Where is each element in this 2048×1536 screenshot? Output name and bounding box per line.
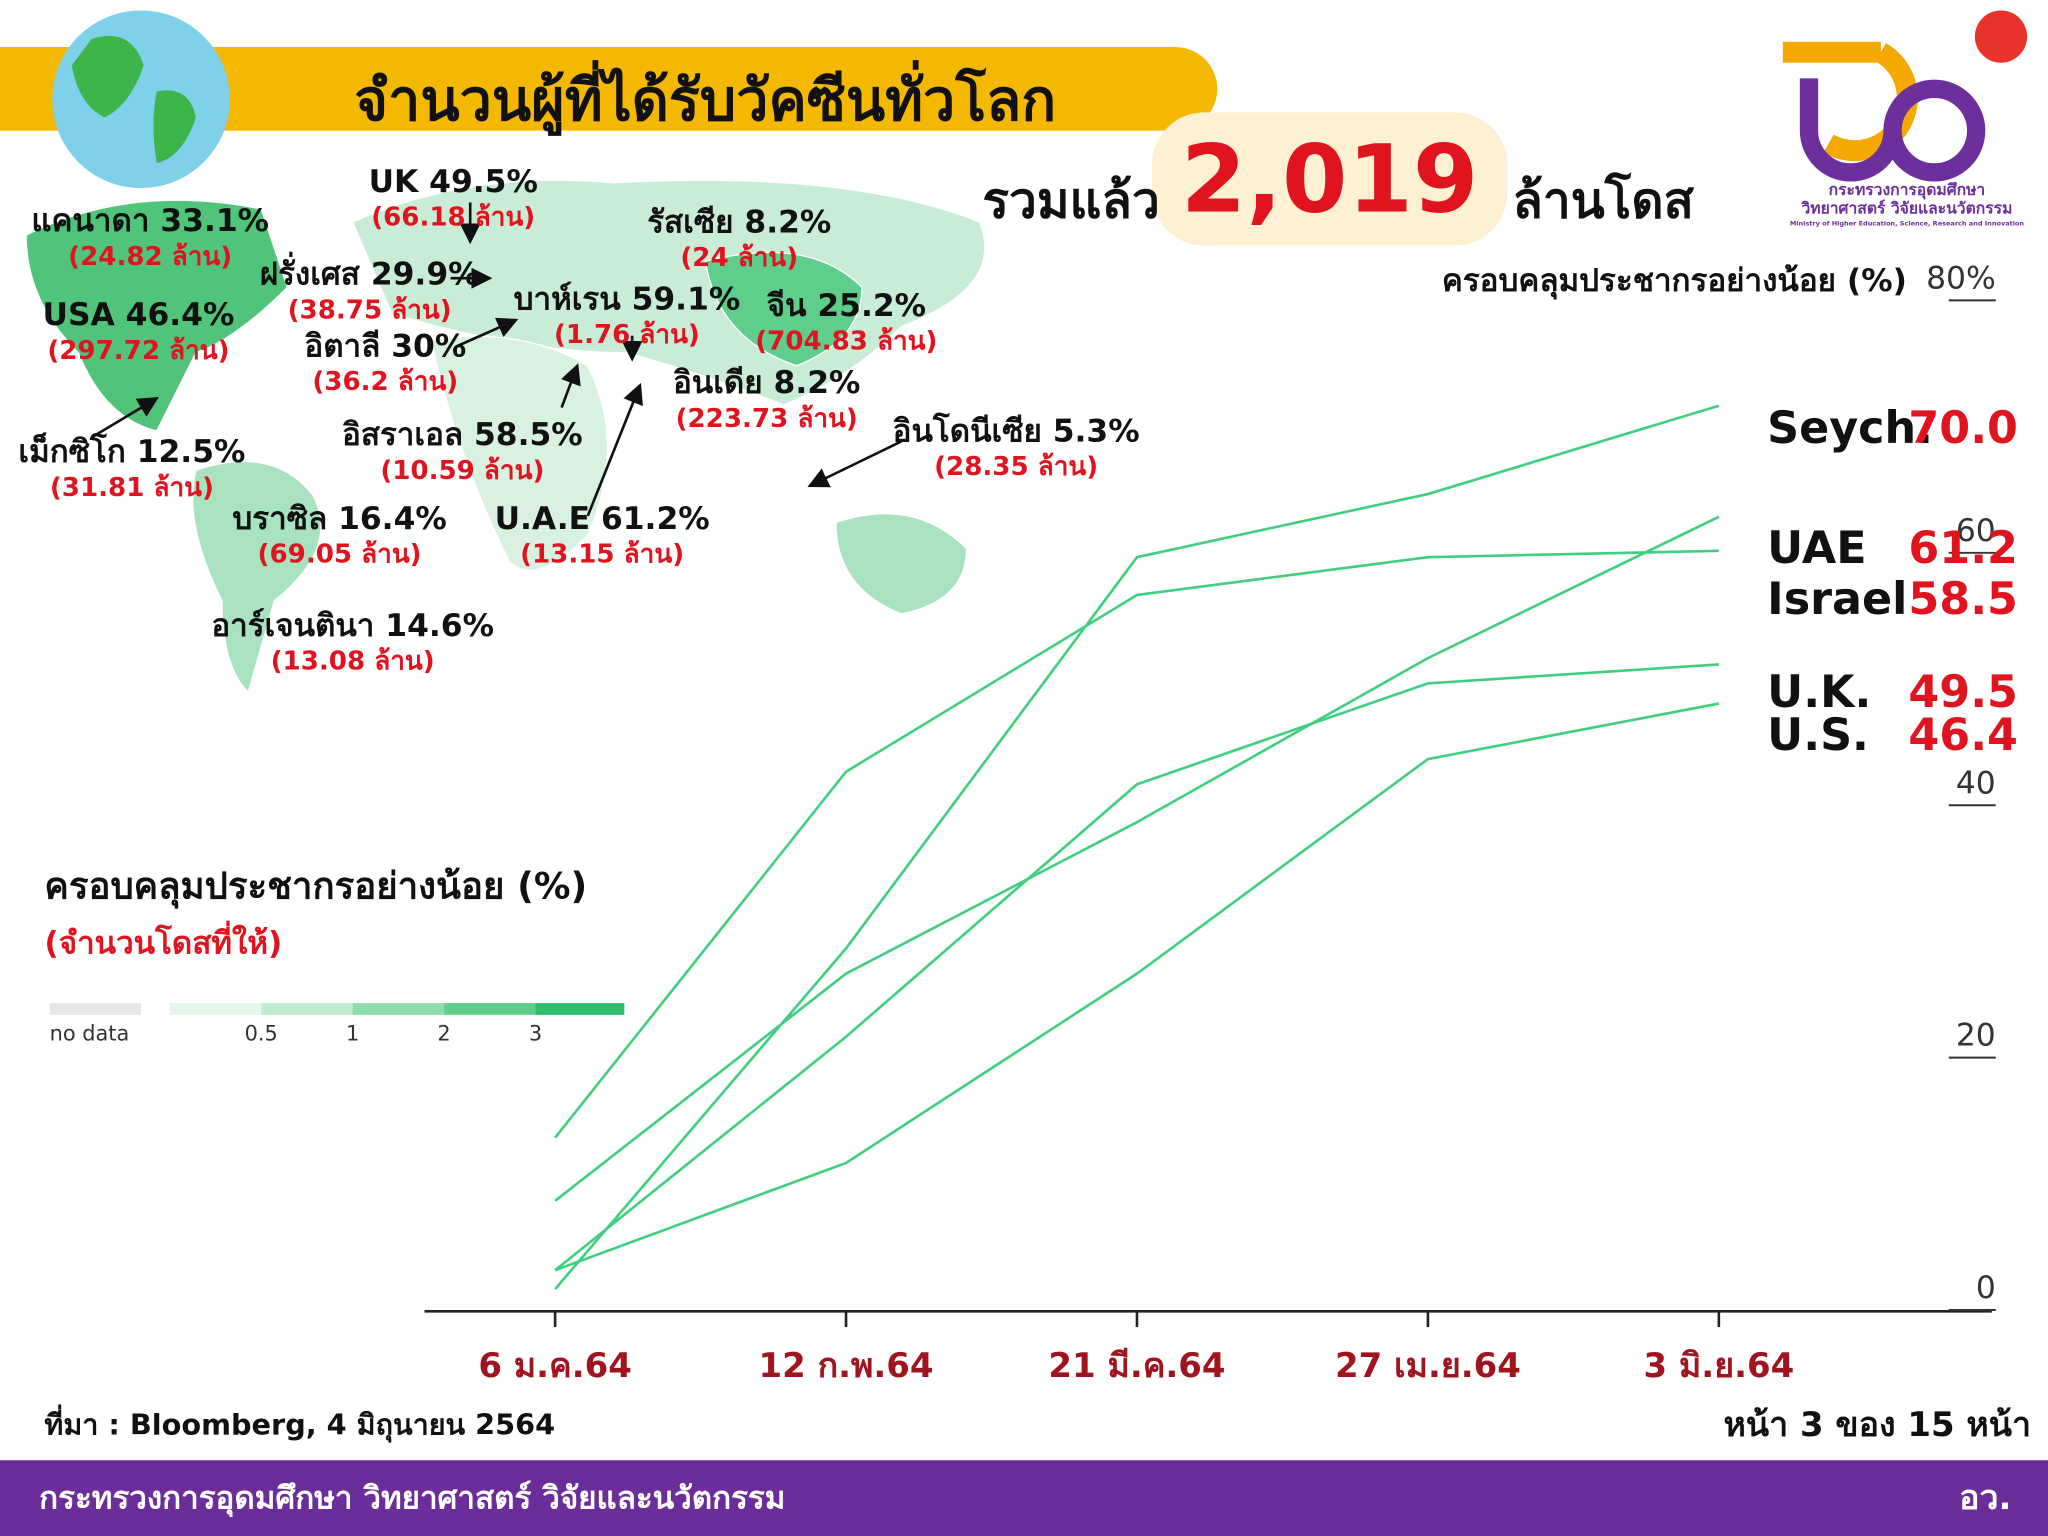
legend-label: no data: [50, 1021, 130, 1045]
value-label: 58.5: [1908, 574, 2018, 625]
legend-tick: 3: [529, 1021, 542, 1045]
total-value: 2,019: [1181, 125, 1478, 234]
total-suffix: ล้านโดส: [1512, 170, 1694, 229]
ministry-short: อว.: [1959, 1478, 2011, 1518]
map-label: รัสเซีย 8.2%: [647, 204, 831, 240]
series-name: U.K.: [1767, 667, 1871, 718]
legend-tick: 0.5: [245, 1021, 278, 1045]
map-doses: (1.76 ล้าน): [554, 320, 700, 350]
title-band: [0, 47, 1218, 131]
y-tick-label: 40: [1956, 765, 1996, 801]
series-line: [554, 549, 1719, 1139]
map-doses: (223.73 ล้าน): [676, 404, 858, 434]
map-doses: (38.75 ล้าน): [288, 295, 452, 325]
map-doses: (66.18 ล้าน): [371, 203, 535, 233]
chart-title: ครอบคลุมประชากรอย่างน้อย (%): [1442, 263, 1907, 300]
logo-text: Ministry of Higher Education, Science, R…: [1790, 219, 2025, 227]
map-doses: (13.08 ล้าน): [271, 647, 435, 677]
x-tick-label: 3 มิ.ย.64: [1644, 1346, 1795, 1386]
series-line: [554, 404, 1720, 1290]
map-doses: (13.15 ล้าน): [520, 540, 684, 570]
map-doses: (24.82 ล้าน): [68, 242, 232, 272]
map-arrow: [90, 202, 902, 517]
title: จำนวนผู้ที่ได้รับวัคซีนทั่วโลก: [354, 60, 1056, 136]
globe-land: [71, 35, 196, 164]
map: [25, 179, 986, 694]
map-label: อิตาลี 30%: [304, 328, 466, 364]
value-label: 46.4: [1908, 710, 2018, 761]
series-line: [554, 515, 1720, 1202]
x-tick-label: 27 เม.ย.64: [1335, 1346, 1521, 1386]
page-number: หน้า 3 ของ 15 หน้า: [1724, 1405, 2032, 1445]
logo-mark: [1799, 78, 1986, 182]
map-doses: (36.2 ล้าน): [312, 367, 458, 397]
map-doses: (704.83 ล้าน): [755, 327, 937, 357]
x-tick-label: 21 มี.ค.64: [1048, 1346, 1225, 1386]
footer-bar: [0, 1460, 2048, 1536]
y-tick-label: 20: [1956, 1018, 1996, 1054]
source: ที่มา : Bloomberg, 4 มิถุนายน 2564: [44, 1403, 555, 1442]
total-prefix: รวมแล้ว: [982, 171, 1160, 229]
logo-text: กระทรวงการอุดมศึกษา: [1829, 180, 1986, 200]
legend-tick: 1: [346, 1021, 359, 1045]
globe: [52, 10, 230, 189]
map-label: อาร์เจนตินา 14.6%: [211, 608, 494, 644]
map-doses: (28.35 ล้าน): [934, 452, 1098, 482]
legend-subtitle: (จำนวนโดสที่ให้): [44, 920, 282, 961]
y-tick-label: 0: [1976, 1270, 1996, 1306]
map-label: อิสราเอล 58.5%: [342, 417, 583, 453]
map-label: บาห์เรน 59.1%: [514, 281, 741, 317]
series-name: UAE: [1767, 523, 1866, 574]
series-line: [554, 702, 1720, 1272]
x-tick-label: 6 ม.ค.64: [478, 1346, 632, 1386]
map-label: บราซิล 16.4%: [232, 501, 446, 537]
map-doses: (69.05 ล้าน): [258, 540, 422, 570]
map-label: จีน 25.2%: [767, 288, 926, 324]
map-label: แคนาดา 33.1%: [31, 203, 269, 239]
ministry: กระทรวงการอุดมศึกษา วิทยาศาสตร์ วิจัยและ…: [39, 1480, 785, 1517]
legend-swatch: [49, 1003, 142, 1015]
legend-swatch: [352, 1003, 445, 1015]
map-label: เม็กซิโก 12.5%: [18, 431, 245, 470]
value-label: 61.2: [1908, 523, 2018, 574]
y-tick-label: 80%: [1926, 261, 1996, 297]
series-name: Seych.: [1767, 403, 1933, 454]
total-pill: [1152, 112, 1508, 246]
map-label: ฝรั่งเศส 29.9%: [260, 252, 480, 293]
x-tick-label: 12 ก.พ.64: [759, 1346, 934, 1386]
legend-swatch: [261, 1003, 353, 1015]
map-label: UK 49.5%: [369, 164, 538, 200]
value-label: 49.5: [1908, 667, 2018, 718]
legend-title: ครอบคลุมประชากรอย่างน้อย (%): [44, 865, 587, 910]
map-doses: (10.59 ล้าน): [380, 456, 544, 486]
logo-badge: [1974, 10, 2028, 63]
map-label: U.A.E 61.2%: [495, 501, 710, 537]
map-label: USA 46.4%: [43, 297, 235, 333]
y-tick-label: 60: [1956, 513, 1996, 549]
map-label: อินโดนีเซีย 5.3%: [893, 411, 1140, 449]
legend-swatch: [169, 1003, 262, 1015]
logo-text: วิทยาศาสตร์ วิจัยและนวัตกรรม: [1800, 198, 2012, 217]
series-line: [554, 663, 1719, 1272]
map-doses: (297.72 ล้าน): [47, 336, 229, 366]
legend-swatch: [444, 1003, 536, 1015]
map-doses: (31.81 ล้าน): [50, 473, 214, 503]
map-doses: (24 ล้าน): [680, 243, 798, 273]
map-label: อินเดีย 8.2%: [673, 365, 860, 401]
value-label: 70.0: [1908, 403, 2018, 454]
legend-swatch: [535, 1003, 625, 1015]
legend-tick: 2: [437, 1021, 450, 1045]
series-name: U.S.: [1767, 710, 1869, 761]
series-name: Israel: [1767, 574, 1907, 625]
